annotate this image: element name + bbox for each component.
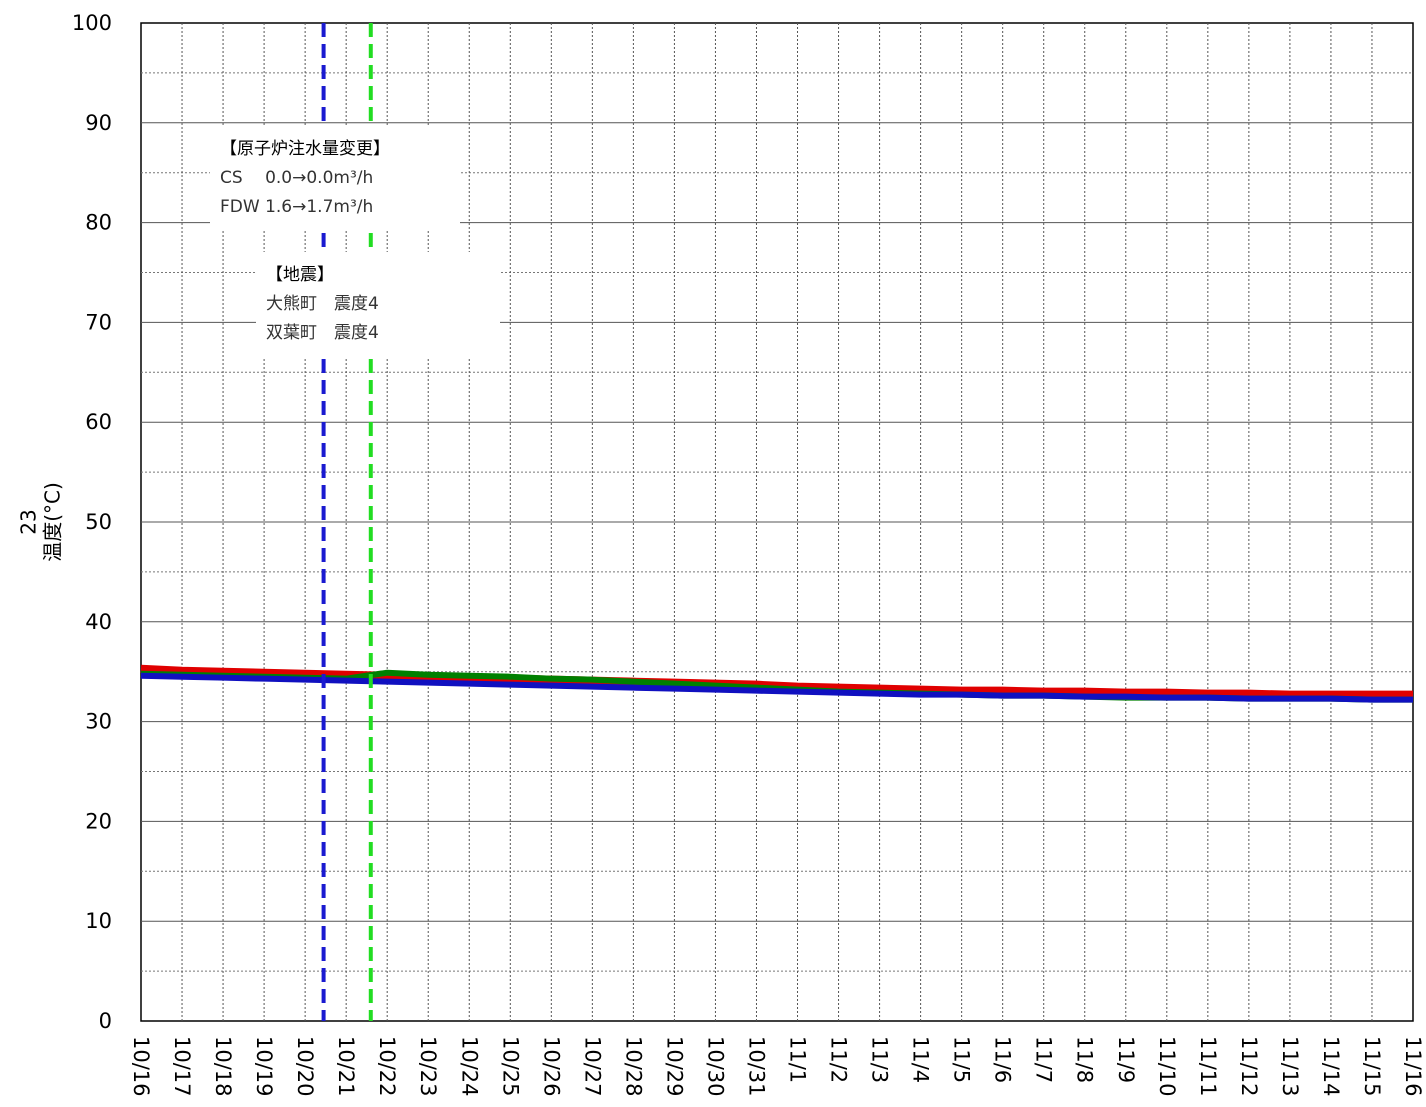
x-tick-label: 10/17 <box>170 1036 194 1097</box>
x-tick-label: 11/7 <box>1032 1036 1056 1083</box>
annotation-box <box>210 126 460 231</box>
y-tick-label: 60 <box>85 410 112 434</box>
y-axis-title: 23 温度(°C) <box>17 482 65 562</box>
x-tick-label: 11/10 <box>1155 1036 1179 1097</box>
y-axis-title-number: 23 <box>17 509 41 534</box>
x-tick-label: 11/4 <box>909 1036 933 1083</box>
x-tick-label: 11/14 <box>1319 1036 1343 1097</box>
annotation-box <box>256 252 500 357</box>
x-tick-label: 11/5 <box>950 1036 974 1083</box>
x-tick-label: 10/21 <box>334 1036 358 1097</box>
y-tick-label: 40 <box>85 610 112 634</box>
y-tick-label: 30 <box>85 710 112 734</box>
annotation-text: 大熊町 震度4 <box>266 294 379 314</box>
x-tick-label: 10/27 <box>580 1036 604 1097</box>
series-group <box>140 664 1413 703</box>
x-tick-label: 11/9 <box>1114 1036 1138 1083</box>
x-tick-label: 11/1 <box>786 1036 810 1083</box>
event-lines <box>321 23 373 1021</box>
y-tick-label: 10 <box>85 909 112 933</box>
annotation-text: 【原子炉注水量変更】 <box>220 139 390 159</box>
x-tick-label: 11/6 <box>991 1036 1015 1083</box>
x-tick-label: 10/31 <box>744 1036 768 1097</box>
y-tick-label: 50 <box>85 510 112 534</box>
x-tick-label: 10/26 <box>539 1036 563 1097</box>
x-tick-label: 10/18 <box>211 1036 235 1097</box>
x-tick-label: 10/16 <box>129 1036 153 1097</box>
x-tick-label: 11/13 <box>1278 1036 1302 1097</box>
y-tick-label: 100 <box>72 11 112 35</box>
x-tick-label: 11/11 <box>1196 1036 1220 1097</box>
x-tick-label: 11/3 <box>868 1036 892 1083</box>
annotation-text: 【地震】 <box>266 265 334 285</box>
x-tick-label: 10/22 <box>375 1036 399 1097</box>
y-tick-label: 70 <box>85 310 112 334</box>
x-tick-label: 11/16 <box>1401 1036 1425 1097</box>
x-tick-label: 10/30 <box>703 1036 727 1097</box>
x-tick-label: 10/19 <box>252 1036 276 1097</box>
x-tick-label: 10/29 <box>662 1036 686 1097</box>
x-tick-label: 10/24 <box>457 1036 481 1097</box>
series-line <box>140 672 1413 703</box>
x-tick-label: 11/12 <box>1237 1036 1261 1097</box>
y-tick-label: 0 <box>99 1009 112 1033</box>
y-tick-labels: 0 10 20 30 40 50 60 70 80 90 100 <box>72 11 112 1033</box>
x-tick-label: 10/23 <box>416 1036 440 1097</box>
x-tick-label: 10/25 <box>498 1036 522 1097</box>
annotation-text: CS 0.0→0.0m³/h <box>220 168 373 188</box>
x-tick-label: 10/20 <box>293 1036 317 1097</box>
y-tick-label: 20 <box>85 809 112 833</box>
x-tick-label: 11/15 <box>1360 1036 1384 1097</box>
x-tick-labels: 10/16 10/17 10/18 10/19 10/20 10/21 10/22 10/23… <box>129 1036 1425 1097</box>
x-tick-label: 11/8 <box>1073 1036 1097 1083</box>
x-tick-label: 11/2 <box>827 1036 851 1083</box>
y-tick-label: 90 <box>85 111 112 135</box>
annotation-text: 双葉町 震度4 <box>266 323 379 343</box>
annotation-text: FDW 1.6→1.7m³/h <box>220 197 373 217</box>
y-axis-title-label: 温度(°C) <box>41 482 65 562</box>
y-tick-label: 80 <box>85 211 112 235</box>
x-tick-label: 10/28 <box>621 1036 645 1097</box>
annotations: 【原子炉注水量変更】 CS 0.0→0.0m³/h FDW 1.6→1.7m³/h 【… <box>210 126 500 357</box>
